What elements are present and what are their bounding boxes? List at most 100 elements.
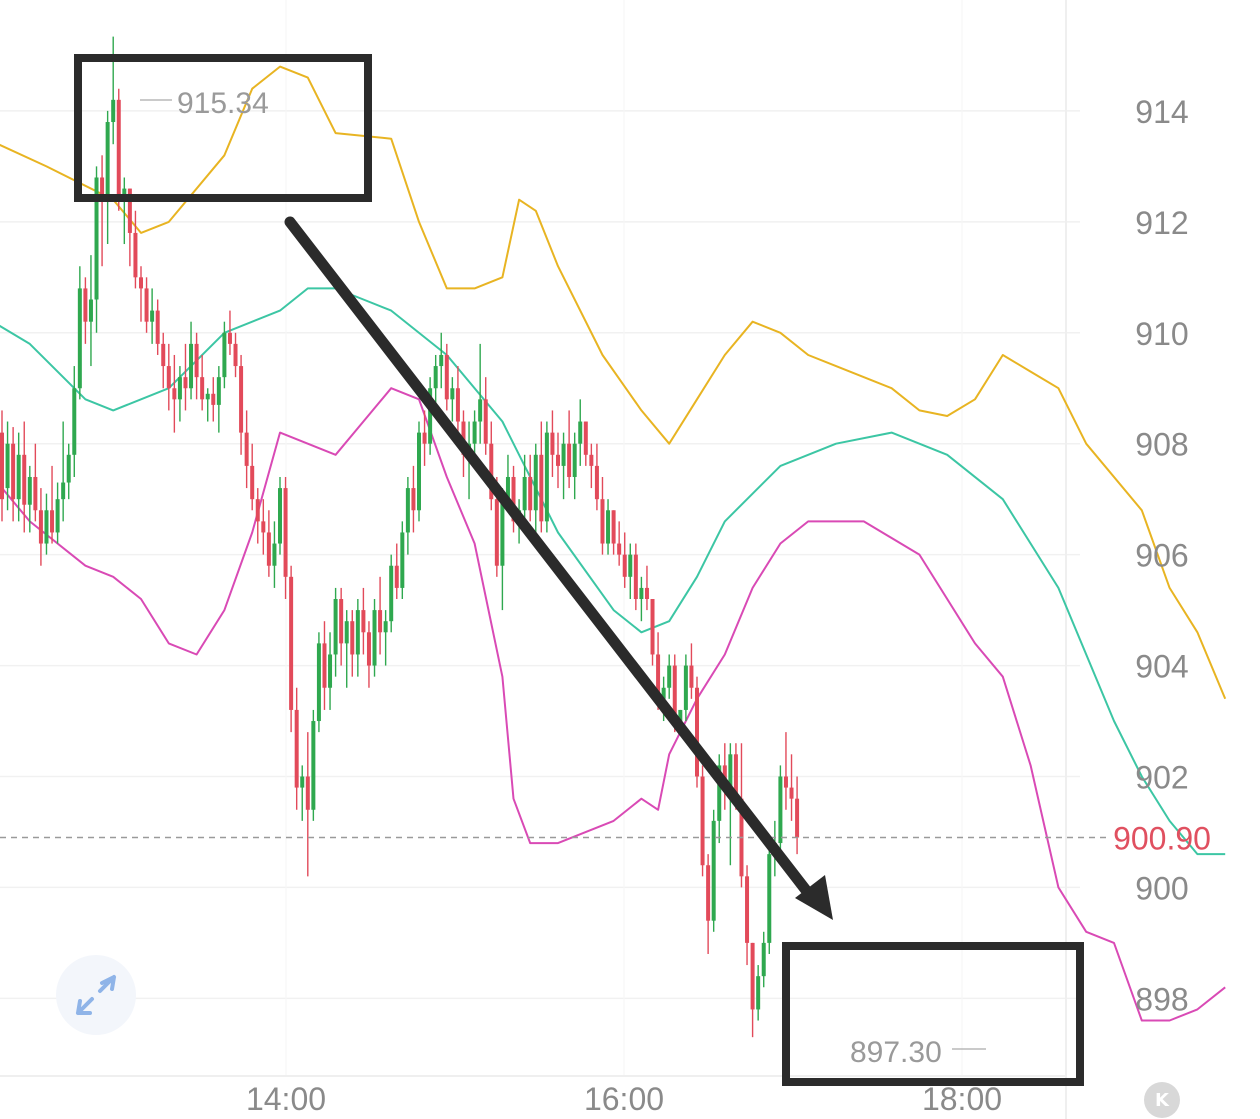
candle bbox=[617, 521, 622, 566]
high-annotation-box bbox=[74, 54, 372, 202]
candle bbox=[283, 476, 288, 600]
candle bbox=[622, 532, 627, 588]
candle-body bbox=[50, 510, 55, 533]
candle bbox=[550, 410, 555, 477]
candle-body bbox=[255, 499, 260, 522]
candle bbox=[194, 332, 199, 400]
price-tick-label: 898 bbox=[1135, 981, 1188, 1017]
candle bbox=[22, 421, 27, 533]
candle bbox=[38, 488, 43, 566]
candle-body bbox=[411, 488, 416, 511]
candle-body bbox=[656, 654, 661, 699]
low-annotation-box bbox=[782, 942, 1084, 1086]
candle bbox=[383, 610, 388, 666]
candle bbox=[667, 654, 672, 699]
candle bbox=[261, 499, 266, 555]
candle-body bbox=[611, 510, 616, 544]
k-icon[interactable]: K bbox=[1144, 1082, 1180, 1118]
candle bbox=[166, 343, 171, 411]
candle-body bbox=[489, 443, 494, 500]
candle bbox=[478, 343, 483, 444]
candle bbox=[227, 310, 232, 355]
candle bbox=[255, 488, 260, 544]
candle-body bbox=[667, 665, 672, 688]
candle-body bbox=[689, 665, 694, 688]
candle bbox=[400, 521, 405, 600]
candle bbox=[33, 443, 38, 522]
price-tick-label: 906 bbox=[1135, 538, 1188, 574]
candle-body bbox=[333, 599, 338, 655]
candle bbox=[177, 366, 182, 422]
price-tick-label: 912 bbox=[1135, 205, 1188, 241]
candle bbox=[583, 421, 588, 466]
candle-body bbox=[77, 288, 82, 389]
candle-body bbox=[567, 443, 572, 477]
candle-body bbox=[717, 765, 722, 821]
high-marker: 915.34 bbox=[140, 87, 269, 120]
candle-body bbox=[400, 532, 405, 588]
candle bbox=[305, 732, 310, 877]
candle-body bbox=[550, 432, 555, 455]
candle-body bbox=[433, 366, 438, 389]
candle-body bbox=[494, 499, 499, 566]
candle bbox=[795, 776, 800, 855]
candle-body bbox=[322, 643, 327, 688]
trend-arrow-shaft bbox=[284, 216, 818, 904]
candle-body bbox=[594, 465, 599, 500]
candle-body bbox=[544, 432, 549, 522]
candle-body bbox=[172, 388, 177, 400]
candle-body bbox=[150, 310, 155, 322]
candle-body bbox=[756, 976, 761, 1010]
candle bbox=[244, 410, 249, 489]
candle-body bbox=[783, 776, 788, 788]
candle-body bbox=[239, 366, 244, 433]
candle bbox=[394, 543, 399, 600]
candle bbox=[344, 610, 349, 688]
candle bbox=[483, 377, 488, 455]
candle bbox=[695, 676, 699, 788]
candle-body bbox=[361, 610, 366, 633]
candle bbox=[116, 88, 121, 211]
candle-body bbox=[622, 554, 627, 577]
candle-body bbox=[133, 232, 138, 278]
candle-body bbox=[778, 776, 783, 844]
candle bbox=[216, 366, 221, 433]
candle-body bbox=[478, 399, 483, 422]
candle bbox=[594, 443, 599, 511]
candle-body bbox=[633, 554, 638, 600]
candle bbox=[355, 599, 360, 677]
candle-body bbox=[366, 632, 371, 666]
candle bbox=[489, 421, 494, 511]
candle bbox=[66, 443, 71, 500]
candle-body bbox=[161, 343, 166, 367]
candle-body bbox=[450, 388, 455, 400]
candle bbox=[372, 599, 377, 677]
candle-body bbox=[472, 421, 477, 444]
candle bbox=[272, 521, 277, 588]
candle bbox=[422, 410, 427, 466]
candle bbox=[27, 465, 32, 533]
candle bbox=[633, 543, 638, 611]
candle-body bbox=[211, 393, 216, 405]
candle-body bbox=[127, 188, 132, 233]
candle bbox=[139, 266, 143, 322]
candle-body bbox=[283, 488, 288, 577]
candle bbox=[16, 432, 21, 522]
candle bbox=[700, 765, 705, 877]
candle-body bbox=[789, 787, 794, 799]
candle-body bbox=[88, 299, 93, 322]
candle-body bbox=[244, 432, 249, 466]
candle bbox=[428, 377, 433, 455]
candle bbox=[628, 543, 633, 600]
candle bbox=[450, 377, 455, 422]
expand-button[interactable] bbox=[56, 955, 136, 1035]
trend-arrow-head bbox=[795, 875, 833, 920]
candle bbox=[366, 621, 371, 688]
candle bbox=[161, 332, 166, 389]
candle bbox=[294, 687, 299, 810]
candle-body bbox=[72, 388, 77, 455]
candle bbox=[389, 554, 394, 633]
candle-body bbox=[417, 432, 421, 511]
candle-body bbox=[572, 443, 577, 477]
